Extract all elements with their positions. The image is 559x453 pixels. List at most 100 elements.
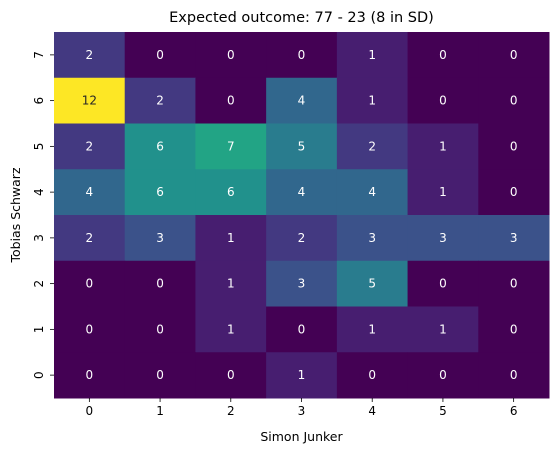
y-tick-label: 3 [32,234,46,242]
heatmap-cell [54,77,126,124]
cell-value-label: 3 [156,231,164,245]
cell-value-label: 5 [298,139,306,153]
heatmap-cell [266,169,338,216]
cell-value-label: 6 [156,139,164,153]
cell-value-label: 2 [86,231,94,245]
cell-value-label: 6 [156,185,164,199]
x-tick-label: 3 [298,404,306,418]
heatmap-cell [195,260,267,307]
cell-value-label: 0 [227,48,235,62]
cell-value-label: 0 [298,322,306,336]
heatmap-cell [336,215,409,262]
heatmap-cell [266,32,338,79]
x-tick-label: 6 [510,404,518,418]
heatmap-cell [478,123,550,170]
cell-value-label: 0 [156,277,164,291]
heatmap-cell [124,260,196,307]
heatmap-cell [478,77,550,124]
x-axis-label: Simon Junker [260,429,343,444]
y-axis-label: Tobias Schwarz [8,167,23,263]
cell-value-label: 0 [510,48,518,62]
cell-value-label: 1 [227,277,235,291]
cell-value-label: 2 [368,139,376,153]
cell-value-label: 1 [298,368,306,382]
cell-value-label: 0 [368,368,376,382]
x-axis-ticks: 0 1 2 3 4 5 6 [86,398,518,418]
cell-value-label: 7 [227,139,235,153]
y-tick-label: 4 [32,188,46,196]
cell-value-label: 3 [368,231,376,245]
cell-value-label: 0 [86,322,94,336]
cell-value-label: 0 [510,139,518,153]
cell-value-label: 0 [298,48,306,62]
heatmap-cell [266,306,338,353]
cell-value-label: 12 [82,94,97,108]
heatmap-cell [54,352,126,399]
y-tick-label: 7 [32,51,46,59]
cell-value-label: 3 [439,231,447,245]
y-tick-label: 2 [32,280,46,288]
heatmap-cell [336,77,409,124]
cell-value-label: 1 [439,139,447,153]
heatmap-cell [407,123,479,170]
heatmap-cell [336,32,409,79]
cell-value-label: 2 [86,139,94,153]
cell-value-label: 0 [156,322,164,336]
x-tick-label: 2 [227,404,235,418]
heatmap-cell [478,260,550,307]
heatmap-cell [478,169,550,216]
heatmap-cell [478,352,550,399]
heatmap-cell [478,306,550,353]
heatmap-cell [478,32,550,79]
heatmap-cell [54,260,126,307]
heatmap-cell [124,306,196,353]
heatmap-cell [407,306,479,353]
heatmap-cell [336,306,409,353]
cell-value-label: 0 [510,368,518,382]
x-tick-label: 1 [156,404,164,418]
x-tick-label: 0 [86,404,94,418]
heatmap-cell [407,352,479,399]
cell-value-label: 0 [156,48,164,62]
cell-value-label: 3 [298,277,306,291]
cell-value-label: 4 [298,94,306,108]
cell-value-label: 2 [86,48,94,62]
x-tick-label: 5 [439,404,447,418]
heatmap-cell [54,306,126,353]
heatmap-cell [124,32,196,79]
heatmap-cell [54,123,126,170]
cell-value-label: 2 [156,94,164,108]
cell-value-label: 0 [510,94,518,108]
heatmap-cell [266,352,338,399]
heatmap-cell [195,123,267,170]
cell-value-label: 4 [86,185,94,199]
cell-value-label: 2 [298,231,306,245]
cell-value-label: 3 [510,231,518,245]
heatmap-cell [195,32,267,79]
x-tick-label: 4 [368,404,376,418]
cell-value-label: 0 [86,368,94,382]
cell-value-label: 0 [510,277,518,291]
cell-value-label: 1 [439,185,447,199]
heatmap-cell [266,215,338,262]
heatmap-cell [336,169,409,216]
cell-value-label: 0 [439,368,447,382]
heatmap-cell [407,77,479,124]
cell-value-label: 1 [368,322,376,336]
cell-value-label: 5 [368,277,376,291]
heatmap-cell [195,306,267,353]
cell-value-label: 0 [510,185,518,199]
cell-value-label: 1 [368,94,376,108]
heatmap-cell [124,123,196,170]
cell-value-label: 1 [368,48,376,62]
heatmap-cells: 2 0 0 0 1 0 012 2 0 4 1 0 02 6 7 5 2 1 04 6 6 4 4 1 02 3 1 2 3 3 30 0 1 3… [54,32,550,399]
cell-value-label: 1 [227,322,235,336]
heatmap-cell [124,169,196,216]
heatmap-cell [124,77,196,124]
heatmap-cell [266,77,338,124]
heatmap-cell [124,352,196,399]
heatmap-cell [478,215,550,262]
heatmap-cell [54,32,126,79]
cell-value-label: 1 [227,231,235,245]
